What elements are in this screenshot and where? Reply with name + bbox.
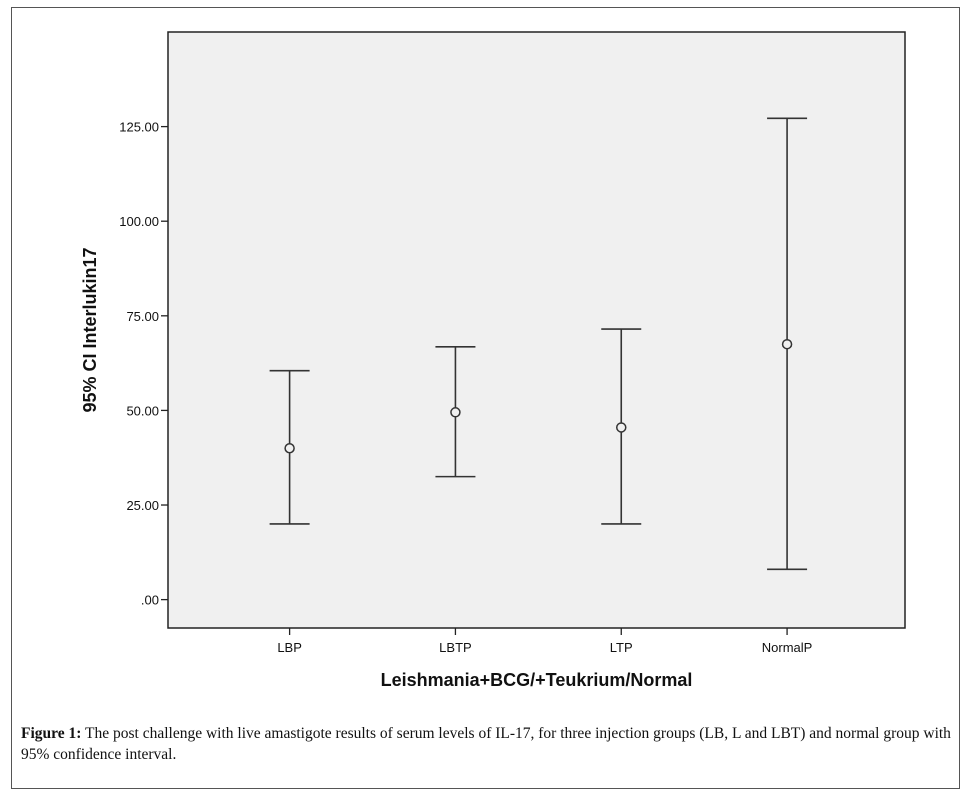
x-tick-label: LBP [277, 640, 302, 655]
errorbar-chart: .00 25.00 50.00 75.00 100.00 125.00 LBP LBTP LT… [80, 31, 906, 690]
x-axis: LBP LBTP LTP NormalP [277, 628, 812, 655]
y-tick-label: .00 [141, 593, 159, 608]
mean-marker [284, 443, 295, 454]
plot-area [167, 31, 906, 629]
figure-caption: Figure 1: The post challenge with live a… [21, 723, 961, 765]
y-axis: .00 25.00 50.00 75.00 100.00 125.00 [119, 120, 168, 608]
y-tick-label: 25.00 [126, 498, 159, 513]
mean-marker [450, 407, 461, 418]
error-bar-normalp [767, 117, 808, 571]
y-tick-label: 125.00 [119, 120, 159, 135]
error-bars [269, 117, 808, 571]
error-bar-ltp [601, 328, 642, 525]
y-tick-label: 75.00 [126, 309, 159, 324]
caption-lead: Figure 1: [21, 725, 82, 742]
x-tick-label: LTP [610, 640, 633, 655]
x-axis-title: Leishmania+BCG/+Teukrium/Normal [381, 670, 693, 690]
error-bar-lbtp [435, 346, 476, 478]
x-tick-label: NormalP [762, 640, 813, 655]
mean-marker [616, 422, 627, 433]
y-tick-label: 50.00 [126, 403, 159, 418]
caption-text: The post challenge with live amastigote … [21, 725, 951, 763]
y-tick-label: 100.00 [119, 214, 159, 229]
mean-marker [781, 338, 793, 350]
y-axis-title: 95% CI Interlukin17 [80, 247, 100, 412]
x-tick-label: LBTP [439, 640, 472, 655]
error-bar-lbp [269, 369, 310, 525]
